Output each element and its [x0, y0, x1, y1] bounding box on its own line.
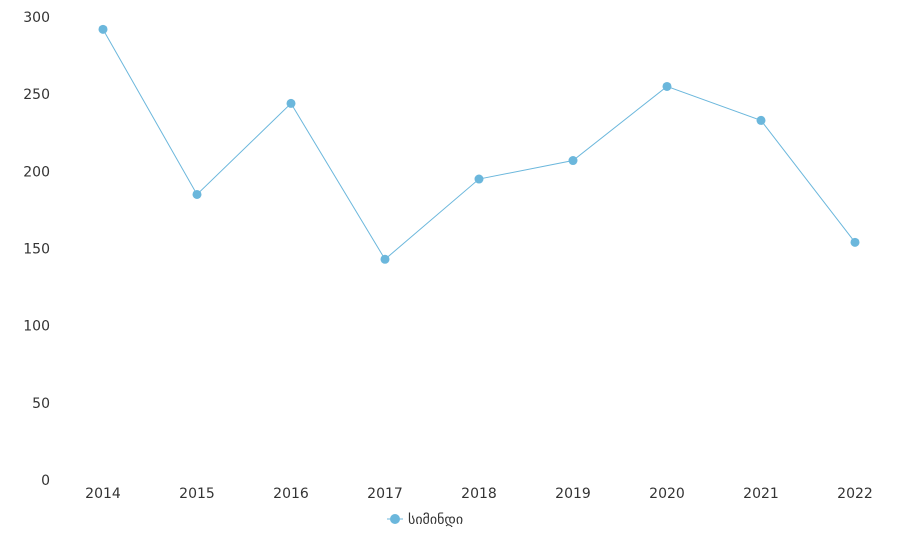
x-tick-label: 2021 — [743, 486, 779, 502]
data-point[interactable] — [662, 81, 672, 91]
y-tick-label: 250 — [23, 87, 50, 103]
x-tick-label: 2015 — [179, 486, 215, 502]
data-point[interactable] — [380, 254, 390, 264]
data-point[interactable] — [756, 115, 766, 125]
data-point[interactable] — [98, 24, 108, 34]
data-point[interactable] — [286, 98, 296, 108]
legend[interactable]: სიმინდი — [387, 512, 463, 528]
x-tick-label: 2017 — [367, 486, 403, 502]
data-point[interactable] — [850, 237, 860, 247]
y-tick-label: 100 — [23, 319, 50, 335]
y-tick-label: 0 — [41, 473, 50, 489]
x-tick-label: 2020 — [649, 486, 685, 502]
y-axis: 0 50 100 150 200 250 300 — [23, 10, 50, 489]
data-point[interactable] — [474, 174, 484, 184]
legend-marker — [390, 514, 400, 524]
x-axis: 2014 2015 2016 2017 2018 2019 2020 2021 2022 — [85, 486, 873, 502]
data-point[interactable] — [568, 156, 578, 166]
x-tick-label: 2019 — [555, 486, 591, 502]
y-tick-label: 300 — [23, 10, 50, 26]
series-line — [102, 29, 856, 261]
x-tick-label: 2014 — [85, 486, 121, 502]
x-tick-label: 2022 — [837, 486, 873, 502]
series-layer — [98, 24, 860, 264]
y-tick-label: 150 — [23, 242, 50, 258]
x-tick-label: 2018 — [461, 486, 497, 502]
y-tick-label: 50 — [32, 396, 50, 412]
y-tick-label: 200 — [23, 164, 50, 180]
legend-label[interactable]: სიმინდი — [408, 512, 463, 528]
x-tick-label: 2016 — [273, 486, 309, 502]
data-point[interactable] — [192, 189, 202, 199]
